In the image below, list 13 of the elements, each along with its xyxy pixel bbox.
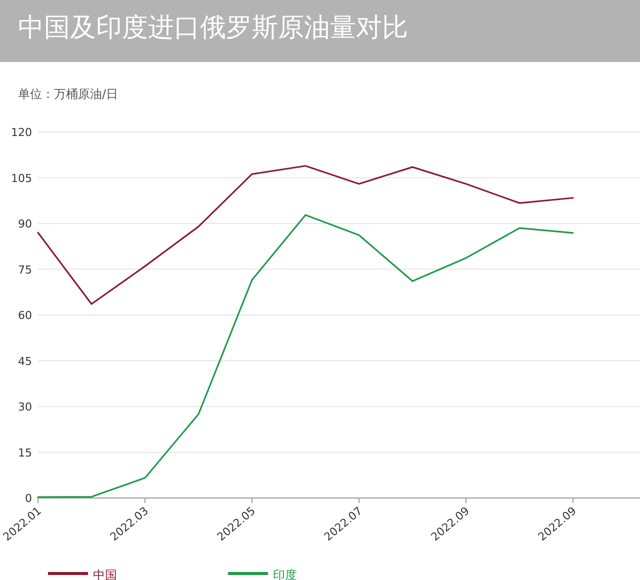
text: 单位：万桶原油/日 bbox=[18, 87, 118, 101]
y-tick-label: 105 bbox=[11, 172, 32, 185]
y-tick-label: 0 bbox=[25, 492, 32, 505]
chart-title: 中国及印度进口俄罗斯原油量对比 bbox=[18, 13, 408, 43]
y-tick-label: 15 bbox=[18, 446, 32, 460]
y-tick-label: 45 bbox=[18, 354, 32, 368]
y-tick-label: 90 bbox=[18, 218, 32, 230]
line-series bbox=[37, 165, 574, 305]
y-tick-label: 120 bbox=[11, 126, 32, 139]
y-tick-label: 60 bbox=[18, 309, 32, 322]
line-series bbox=[37, 214, 574, 498]
y-tick-label: 75 bbox=[18, 263, 32, 276]
y-tick-label: 30 bbox=[18, 400, 32, 414]
